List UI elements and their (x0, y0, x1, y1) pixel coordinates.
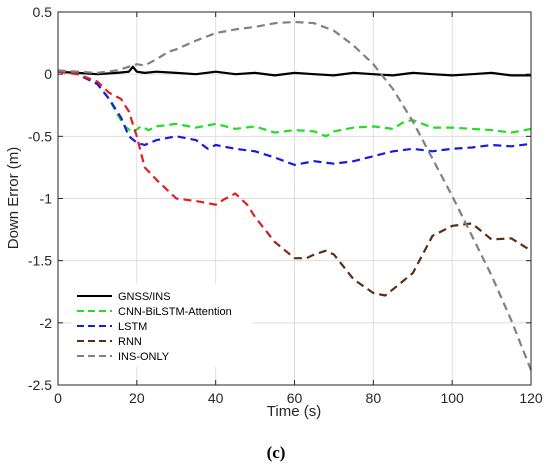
x-tick-label: 60 (287, 390, 303, 406)
y-axis-label: Down Error (m) (5, 147, 22, 250)
x-tick-label: 120 (519, 390, 543, 406)
ins-only-line (57, 20, 533, 371)
axis-ticks: 0 20 40 60 80 100 120 0.5 0 -0.5 -1 -1.5 -2 -2.5 (28, 4, 543, 406)
series-layer (57, 20, 533, 371)
legend-label-gnss-ins: GNSS/INS (118, 291, 171, 303)
x-tick-label: 0 (54, 390, 62, 406)
y-tick-label: 0.5 (33, 4, 53, 20)
x-tick-label: 20 (129, 390, 145, 406)
x-axis-label: Time (s) (267, 403, 321, 420)
y-tick-label: 0 (44, 66, 52, 82)
y-tick-label: -2 (40, 315, 53, 331)
legend: GNSS/INS CNN-BiLSTM-Attention LSTM RNN INS-O… (72, 284, 252, 367)
y-tick-label: -1.5 (28, 253, 52, 269)
y-tick-label: -1 (40, 191, 53, 207)
gnss-ins-line (57, 65, 531, 77)
x-tick-label: 40 (208, 390, 224, 406)
x-tick-label: 80 (366, 390, 382, 406)
legend-label-cnn-bilstm-attention: CNN-BiLSTM-Attention (118, 306, 232, 318)
lstm-line (57, 70, 532, 166)
legend-label-rnn: RNN (118, 336, 142, 348)
rnn-line (57, 70, 532, 297)
panel-label: (c) (267, 443, 286, 462)
legend-label-ins-only: INS-ONLY (118, 351, 170, 363)
legend-label-lstm: LSTM (118, 321, 147, 333)
x-tick-label: 100 (440, 390, 464, 406)
y-tick-label: -2.5 (28, 377, 52, 393)
y-tick-label: -0.5 (28, 128, 52, 144)
